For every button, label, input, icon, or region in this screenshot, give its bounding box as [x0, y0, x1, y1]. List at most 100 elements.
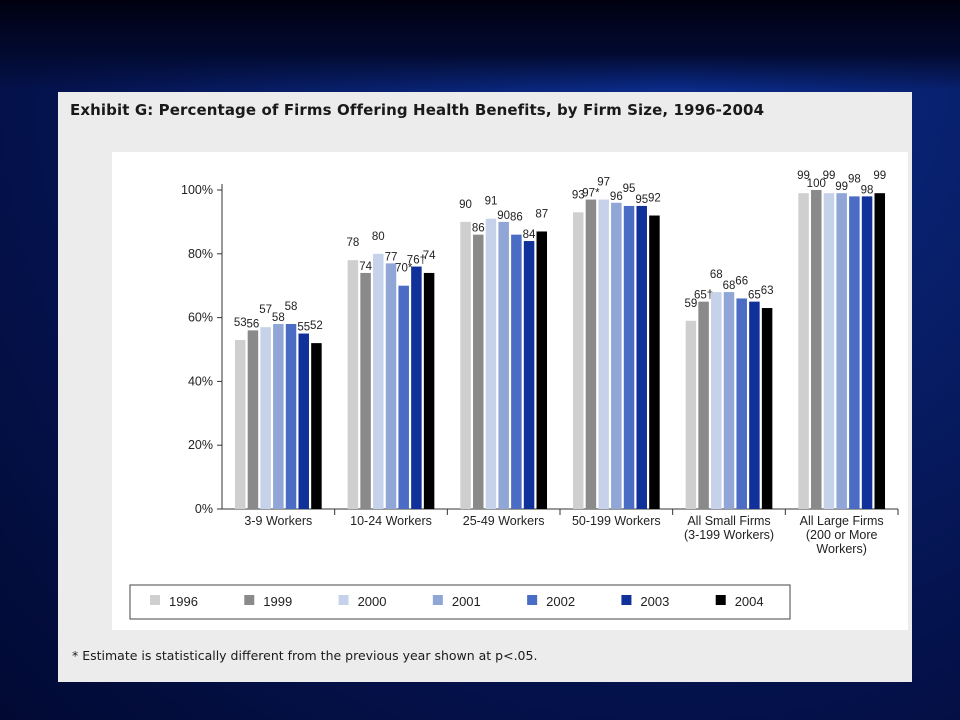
x-category-label: 3-9 Workers: [244, 514, 312, 528]
bar-1996: [572, 212, 584, 509]
y-tick-label: 100%: [181, 183, 213, 197]
data-label: 87: [535, 208, 548, 220]
data-label: 91: [485, 196, 498, 208]
data-label: 99: [823, 170, 836, 182]
footnote: * Estimate is statistically different fr…: [72, 648, 538, 663]
data-label: 74: [359, 261, 372, 273]
legend-swatch-2002: [527, 595, 538, 605]
legend-label: 2004: [735, 594, 764, 609]
legend-swatch-2004: [715, 595, 726, 605]
bar-2003: [523, 241, 535, 509]
bar-1996: [798, 193, 809, 509]
y-tick-label: 80%: [188, 247, 213, 261]
data-label: 52: [310, 320, 323, 332]
data-label: 58: [285, 301, 298, 313]
x-category-label: 50-199 Workers: [572, 514, 661, 528]
bar-2002: [736, 298, 747, 509]
bar-1999: [473, 234, 484, 509]
legend-label: 2002: [546, 594, 575, 609]
x-category-label: (3-199 Workers): [684, 528, 774, 542]
data-label: 56: [247, 318, 260, 330]
legend-swatch-2000: [338, 595, 349, 605]
legend-swatch-2001: [432, 595, 443, 605]
bar-2001: [498, 221, 509, 509]
bar-2000: [711, 292, 722, 509]
y-tick-label: 40%: [188, 374, 213, 388]
bar-2002: [285, 323, 297, 509]
bar-2003: [861, 196, 873, 509]
bar-2002: [623, 205, 635, 509]
y-tick-label: 0%: [195, 502, 213, 516]
bar-2001: [836, 193, 847, 509]
x-category-label: All Large Firms: [800, 514, 884, 528]
data-label: 90: [497, 210, 510, 222]
legend-label: 2000: [358, 594, 387, 609]
data-label: 92: [648, 193, 661, 205]
data-label: 70*: [395, 263, 413, 275]
bar-2000: [373, 253, 384, 509]
data-label: 98: [861, 184, 874, 196]
x-category-label: Workers): [816, 542, 866, 556]
data-label: 57: [259, 304, 272, 316]
chart-area: 0% 20% 40% 60% 80% 100% 53 56 57 58 58 55 52 3-9 Work…: [112, 152, 908, 630]
bar-2001: [273, 323, 284, 509]
data-label: 66: [735, 275, 748, 287]
legend-swatch-2003: [621, 595, 632, 605]
bar-2004: [649, 215, 660, 509]
bar-2004: [536, 231, 548, 509]
data-label: 97: [597, 177, 610, 189]
bar-1996: [685, 320, 697, 509]
data-label: 68: [723, 280, 736, 292]
exhibit-title: Exhibit G: Percentage of Firms Offering …: [70, 101, 765, 119]
bar-2001: [385, 263, 397, 509]
bar-2001: [611, 202, 622, 509]
data-label: 53: [234, 317, 247, 329]
data-label: 100: [807, 178, 826, 190]
data-label: 86: [510, 212, 523, 224]
x-category-label: (200 or More: [806, 528, 878, 542]
bar-2002: [398, 285, 409, 509]
x-category-label: All Small Firms: [687, 514, 770, 528]
exhibit-panel: Exhibit G: Percentage of Firms Offering …: [58, 92, 912, 682]
data-label: 68: [710, 269, 723, 281]
bar-1999: [360, 272, 371, 509]
bar-1996: [347, 260, 359, 509]
data-label: 98: [848, 173, 861, 185]
x-category-label: 25-49 Workers: [463, 514, 545, 528]
data-label: 78: [347, 237, 360, 249]
bar-2000: [485, 218, 497, 509]
data-label: 95: [635, 194, 648, 206]
bar-2003: [411, 266, 422, 509]
data-label: 80: [372, 231, 385, 243]
legend-label: 2003: [640, 594, 669, 609]
data-label: 77: [385, 251, 398, 263]
bar-2001: [723, 292, 735, 509]
data-label: 99: [797, 170, 810, 182]
legend-swatch-1999: [244, 595, 255, 605]
legend-swatch-1996: [150, 595, 160, 605]
data-label: 96: [610, 191, 623, 203]
data-label: 99: [873, 170, 886, 182]
x-category-label: 10-24 Workers: [350, 514, 432, 528]
bar-2003: [749, 301, 760, 509]
data-label: 65†: [694, 290, 713, 302]
bar-2004: [311, 343, 322, 509]
data-label: 74: [423, 250, 436, 262]
data-label: 65: [748, 290, 761, 302]
bar-2003: [298, 333, 309, 509]
bar-1999: [247, 330, 259, 509]
bar-2003: [636, 205, 647, 509]
bar-2002: [849, 196, 860, 509]
data-label: 55: [297, 322, 310, 334]
data-label: 90: [459, 199, 472, 211]
legend-label: 1996: [169, 594, 198, 609]
data-label: 99: [835, 181, 848, 193]
bar-2000: [598, 199, 609, 509]
data-label: 93: [572, 189, 585, 201]
data-label: 84: [523, 229, 536, 241]
data-label: 63: [761, 285, 774, 297]
data-label: 95: [623, 183, 636, 195]
data-label: 86: [472, 223, 485, 235]
bar-1996: [234, 339, 246, 509]
